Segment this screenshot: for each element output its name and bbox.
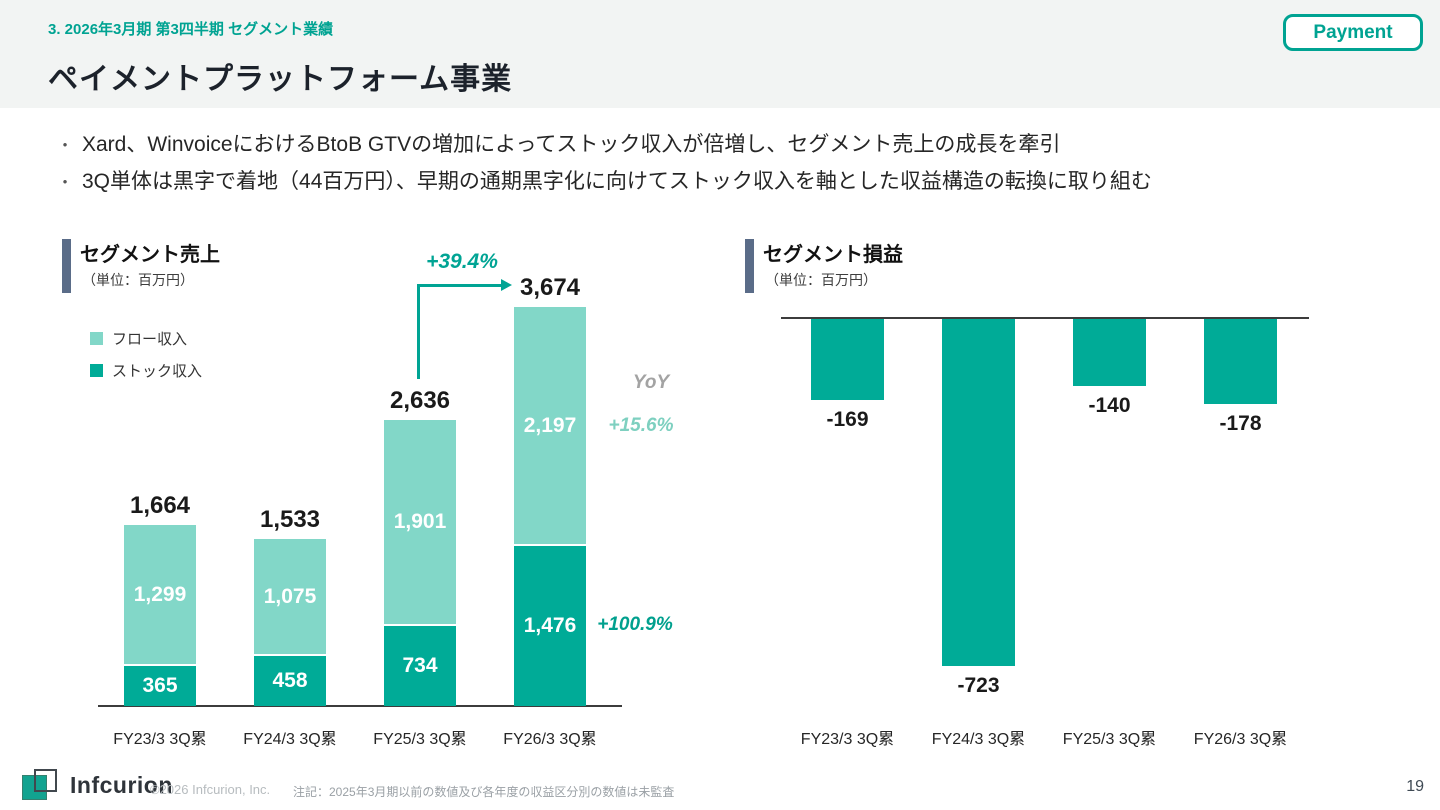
profit-value-label: -178 xyxy=(1219,412,1262,435)
profit-value-label: -140 xyxy=(1088,394,1131,417)
profit-x-tick-label: FY25/3 3Q累 xyxy=(1062,731,1157,748)
revenue-x-tick-label: FY23/3 3Q累 xyxy=(113,731,207,748)
bullet-dot-icon: • xyxy=(62,174,68,189)
profit-value-label: -169 xyxy=(826,408,869,431)
flow-revenue-value: 1,901 xyxy=(393,510,447,533)
bullet-item: • 3Q単体は黒字で着地（44百万円）、早期の通期黒字化に向けてストック収入を軸… xyxy=(48,168,1398,195)
flow-legend-swatch-icon xyxy=(90,332,103,345)
header-band xyxy=(0,0,1440,108)
profit-value-label: -723 xyxy=(957,674,1000,697)
stock-revenue-segment: 1,476 xyxy=(514,546,586,706)
flow-revenue-segment: 1,075 xyxy=(254,539,326,656)
flow-revenue-value: 2,197 xyxy=(523,413,577,437)
profit-bar xyxy=(1204,319,1277,404)
stock-revenue-value: 734 xyxy=(402,654,438,677)
revenue-x-tick-label: FY24/3 3Q累 xyxy=(243,731,337,748)
growth-arrow-head-icon xyxy=(501,279,512,291)
section-eyebrow: 3. 2026年3月期 第3四半期 セグメント業績 xyxy=(48,21,334,38)
profit-x-tick-label: FY24/3 3Q累 xyxy=(931,731,1026,748)
revenue-chart-unit: （単位：百万円） xyxy=(82,272,194,288)
stock-revenue-value: 458 xyxy=(272,669,308,692)
revenue-total-label: 2,636 xyxy=(389,387,451,414)
yoy-header-label: YoY xyxy=(632,372,670,393)
bullet-text: 3Q単体は黒字で着地（44百万円）、早期の通期黒字化に向けてストック収入を軸とし… xyxy=(82,170,1152,193)
infcurion-logo-icon xyxy=(20,766,68,806)
revenue-bar: 1,299 365 xyxy=(124,525,196,706)
profit-chart-title: セグメント損益 xyxy=(763,244,903,266)
payment-badge-label: Payment xyxy=(1313,21,1393,43)
profit-x-axis xyxy=(781,317,1309,319)
profit-chart-unit: （単位：百万円） xyxy=(765,272,877,288)
revenue-bar: 1,075 458 xyxy=(254,539,326,706)
profit-x-tick-label: FY23/3 3Q累 xyxy=(800,731,895,748)
growth-rate-label: +39.4% xyxy=(426,250,498,273)
payment-badge: Payment xyxy=(1283,14,1423,51)
flow-revenue-value: 1,075 xyxy=(263,584,317,608)
revenue-x-tick-label: FY26/3 3Q累 xyxy=(503,731,597,748)
legend-item-flow: フロー収入 xyxy=(90,328,187,349)
revenue-x-tick-label: FY25/3 3Q累 xyxy=(373,731,467,748)
footer-copyright: ©2026 Infcurion, Inc. xyxy=(150,782,271,797)
growth-arrow-horizontal xyxy=(417,284,503,287)
revenue-total-label: 1,533 xyxy=(259,506,321,533)
profit-section-marker xyxy=(745,239,754,293)
revenue-total-label: 1,664 xyxy=(129,492,191,519)
stock-yoy-label: +100.9% xyxy=(597,614,673,635)
stock-revenue-segment: 458 xyxy=(254,656,326,706)
profit-x-tick-label: FY26/3 3Q累 xyxy=(1193,731,1288,748)
legend-item-stock: ストック収入 xyxy=(90,360,202,381)
stock-revenue-segment: 734 xyxy=(384,626,456,706)
flow-revenue-value: 1,299 xyxy=(133,582,187,606)
profit-bar xyxy=(811,319,884,400)
logo-outline-square-icon xyxy=(34,769,57,792)
flow-revenue-segment: 1,299 xyxy=(124,525,196,666)
footer-note: 注記：2025年3月期以前の数値及び各年度の収益区分別の数値は未監査 xyxy=(293,785,675,799)
profit-bar xyxy=(1073,319,1146,386)
flow-legend-label: フロー収入 xyxy=(112,331,188,348)
flow-revenue-segment: 2,197 xyxy=(514,307,586,546)
stock-revenue-segment: 365 xyxy=(124,666,196,706)
page-title: ペイメントプラットフォーム事業 xyxy=(48,63,513,96)
bullet-item: • Xard、WinvoiceにおけるBtoB GTVの増加によってストック収入… xyxy=(48,131,1398,158)
bullet-dot-icon: • xyxy=(62,137,68,152)
revenue-bar: 2,197 1,476 xyxy=(514,307,586,706)
stock-legend-label: ストック収入 xyxy=(112,363,203,380)
profit-bar xyxy=(942,319,1015,666)
page-number: 19 xyxy=(1406,778,1424,795)
revenue-section-marker xyxy=(62,239,71,293)
stock-revenue-value: 365 xyxy=(142,674,178,697)
flow-yoy-label: +15.6% xyxy=(608,415,674,436)
bullet-text: Xard、WinvoiceにおけるBtoB GTVの増加によってストック収入が倍… xyxy=(82,133,1061,156)
revenue-total-label: 3,674 xyxy=(519,274,581,301)
revenue-bar: 1,901 734 xyxy=(384,420,456,706)
revenue-chart-title: セグメント売上 xyxy=(80,244,220,266)
footer-brand: Infcurion xyxy=(70,772,173,798)
stock-revenue-value: 1,476 xyxy=(523,614,577,637)
growth-arrow-vertical xyxy=(417,284,420,379)
flow-revenue-segment: 1,901 xyxy=(384,420,456,626)
revenue-x-axis xyxy=(98,705,622,707)
stock-legend-swatch-icon xyxy=(90,364,103,377)
